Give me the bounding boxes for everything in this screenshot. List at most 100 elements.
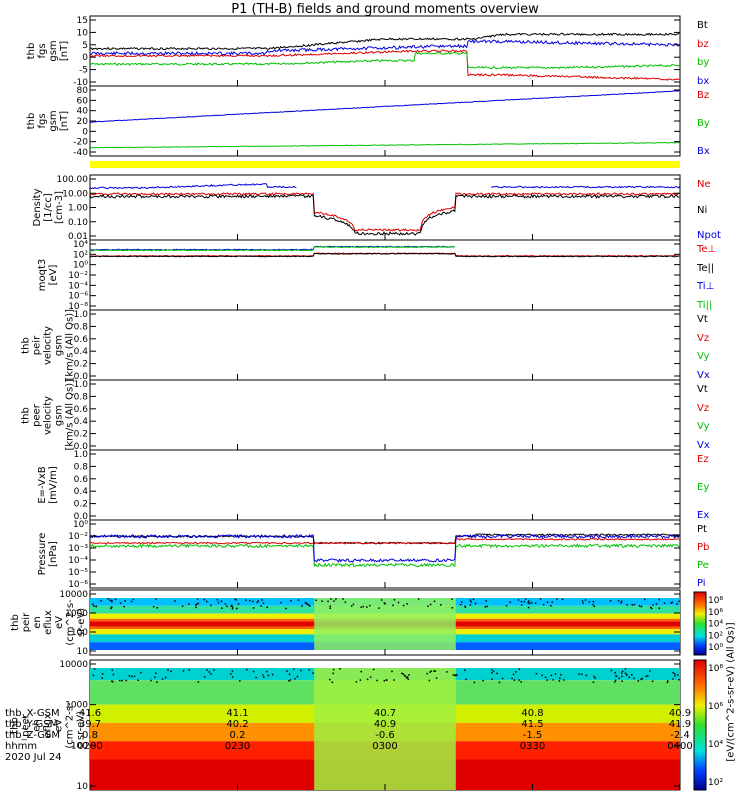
spectrogram-speckle xyxy=(121,679,123,682)
spectrogram-speckle xyxy=(560,673,562,676)
spectrogram-speckle xyxy=(359,679,362,681)
spectrogram-speckle xyxy=(92,674,95,677)
spectrogram-speckle xyxy=(433,670,435,672)
panel-ylabel: moqt3 [eV] xyxy=(37,258,59,292)
series-Pb xyxy=(89,537,680,545)
spectrogram-speckle xyxy=(257,600,260,602)
panel-ylabel: thb peer velocity gsm [km/s (All Qs)] xyxy=(20,378,76,450)
spectrogram-speckle xyxy=(124,600,126,602)
series-Ni xyxy=(89,193,680,236)
spectrogram-speckle xyxy=(119,679,121,682)
spectrogram-speckle xyxy=(401,672,403,675)
panel-ylabel: thb fgs gsm [nT] xyxy=(26,40,70,62)
spectrogram-speckle xyxy=(205,600,208,603)
spectrogram-region xyxy=(314,598,456,650)
spectrogram-speckle xyxy=(666,681,669,684)
spectrogram-speckle xyxy=(474,602,477,605)
spectrogram-speckle xyxy=(195,603,198,606)
legend-entry: Ey xyxy=(697,482,710,493)
colorbar-tick: 10⁰ xyxy=(708,643,723,653)
spectrogram-speckle xyxy=(266,606,269,609)
spectrogram-speckle xyxy=(196,598,199,600)
ytick-label: 10⁻² xyxy=(68,271,88,281)
spectrogram-speckle xyxy=(518,679,520,681)
spectrogram-speckle xyxy=(626,674,628,676)
spectrogram-speckle xyxy=(633,677,635,680)
spectrogram-speckle xyxy=(614,672,616,674)
spectrogram-speckle xyxy=(552,678,554,681)
colorbar-tick: 10⁸ xyxy=(708,664,723,674)
spectrogram-speckle xyxy=(101,673,104,675)
ytick-label: 10000 xyxy=(59,590,88,600)
ytick-label: 40 xyxy=(77,107,89,117)
ytick-label: 100.00 xyxy=(57,175,89,185)
spectrogram-speckle xyxy=(150,679,152,682)
spectrogram-speckle xyxy=(578,673,580,675)
spectrogram-speckle xyxy=(130,600,133,603)
spectrogram-speckle xyxy=(469,599,472,601)
spectrogram-speckle xyxy=(300,669,302,672)
legend-entry: By xyxy=(697,118,710,129)
ytick-label: 0.4 xyxy=(74,487,89,497)
ytick-label: 0 xyxy=(82,127,88,137)
spectrogram-speckle xyxy=(402,604,405,607)
legend-entry: Te|| xyxy=(697,262,715,274)
ytick-label: 10⁻⁴ xyxy=(68,281,88,291)
spectrogram-speckle xyxy=(288,673,291,676)
spectrogram-speckle xyxy=(252,600,254,603)
spectrogram-speckle xyxy=(621,670,624,673)
spectrogram-speckle xyxy=(231,670,234,672)
panel-ylabel: Pressure [nPa] xyxy=(37,532,59,576)
ytick-label: 0.0 xyxy=(74,372,89,382)
spectrogram-speckle xyxy=(213,669,215,671)
spectrogram-speckle xyxy=(556,598,558,600)
spectrogram-speckle xyxy=(517,599,520,601)
ytick-label: 10⁻² xyxy=(68,532,88,542)
ephemeris-value: 0400 xyxy=(667,741,693,752)
spectrogram-speckle xyxy=(128,675,131,677)
spectrogram-speckle xyxy=(312,672,314,674)
spectrogram-speckle xyxy=(140,671,142,674)
spectrogram-speckle xyxy=(534,602,537,604)
spectrogram-speckle xyxy=(256,601,259,604)
legend-entry: Vz xyxy=(697,402,710,414)
spectrogram-speckle xyxy=(426,672,428,675)
spectrogram-speckle xyxy=(459,603,462,606)
spectrogram-speckle xyxy=(593,605,596,608)
ephemeris-value: 0330 xyxy=(519,741,546,752)
ytick-label: 0.10 xyxy=(68,218,88,228)
spectrogram-speckle xyxy=(407,678,410,681)
spectrogram-speckle xyxy=(197,602,199,605)
spectrogram-speckle xyxy=(315,599,317,602)
spectrogram-speckle xyxy=(110,607,112,609)
panel-frame-p7 xyxy=(89,449,681,521)
spectrogram-speckle xyxy=(435,677,438,679)
legend-entry: Vz xyxy=(697,332,710,344)
legend-entry: Bt xyxy=(697,20,708,31)
ephemeris-label: thb_Z-GSM xyxy=(5,730,60,741)
spectrogram-speckle xyxy=(618,677,620,680)
legend-entry: Ti|| xyxy=(697,300,713,311)
spectrogram-speckle xyxy=(156,606,158,609)
series-Ti-par xyxy=(89,246,455,252)
ytick-label: 100 xyxy=(71,628,88,638)
spectrogram-speckle xyxy=(350,605,353,607)
spectrogram-speckle xyxy=(167,669,169,671)
spectrogram-speckle xyxy=(335,598,337,600)
spectrogram-speckle xyxy=(550,604,552,607)
spectrogram-speckle xyxy=(585,674,588,677)
ephemeris-value: 40.9 xyxy=(668,708,692,719)
spectrogram-speckle xyxy=(260,605,262,607)
ytick-label: -10 xyxy=(73,78,88,88)
spectrogram-speckle xyxy=(252,670,255,673)
ytick-label: 0.6 xyxy=(74,405,89,415)
ephemeris-value: 41.5 xyxy=(521,719,544,730)
spectrogram-speckle xyxy=(327,600,329,603)
spectrogram-speckle xyxy=(485,600,487,602)
spectrogram-speckle xyxy=(429,671,431,673)
spectrogram-speckle xyxy=(670,602,672,604)
ytick-label: 0.0 xyxy=(74,442,89,452)
legend-entry: Pi xyxy=(697,578,706,589)
spectrogram-speckle xyxy=(473,681,476,684)
spectrogram-speckle xyxy=(649,670,651,672)
